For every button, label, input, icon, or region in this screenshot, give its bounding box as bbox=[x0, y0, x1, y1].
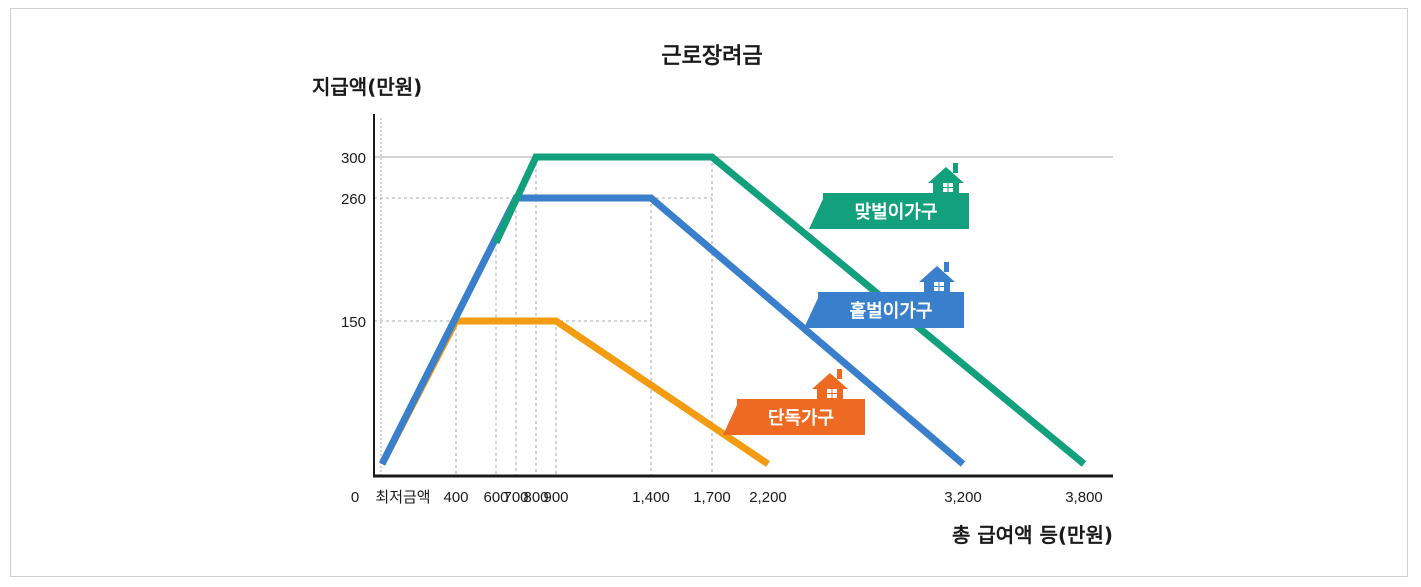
x-tick-label-2200: 2,200 bbox=[749, 489, 787, 506]
house-icon bbox=[812, 369, 848, 401]
series-label-1: 홑벌이가구 bbox=[804, 262, 964, 328]
series-line-1 bbox=[378, 194, 966, 467]
series-label-text-0: 단독가구 bbox=[768, 408, 834, 429]
x-tick-label-1700: 1,700 bbox=[693, 489, 731, 506]
x-tick-label-1400: 1,400 bbox=[632, 489, 670, 506]
house-icon bbox=[928, 163, 964, 195]
y-tick-label-300: 300 bbox=[341, 150, 366, 167]
series-label-text-1: 홑벌이가구 bbox=[850, 300, 933, 322]
origin-label: 0 bbox=[351, 489, 359, 506]
series-label-2: 맞벌이가구 bbox=[809, 163, 969, 229]
x-tick-label-3800: 3,800 bbox=[1065, 489, 1103, 506]
series-label-text-2: 맞벌이가구 bbox=[855, 202, 938, 223]
x-tick-label-700: 700 bbox=[503, 489, 528, 506]
x-tick-label-400: 400 bbox=[443, 489, 468, 506]
series-label-0: 단독가구 bbox=[723, 369, 865, 435]
house-icon bbox=[919, 262, 955, 294]
x-tick-label-800: 800 bbox=[523, 489, 548, 506]
x-tick-label-3200: 3,200 bbox=[944, 489, 982, 506]
x-tick-label-600: 600 bbox=[483, 489, 508, 506]
chart-frame bbox=[10, 8, 1408, 577]
chart-title: 근로장려금 bbox=[661, 44, 762, 69]
series-labels: 단독가구 홑벌이가구 맞벌이가구 bbox=[723, 163, 969, 435]
x-axis-title: 총 급여액 등(만원) bbox=[952, 523, 1113, 547]
x-tick-label-900: 900 bbox=[543, 489, 568, 506]
y-tick-label-150: 150 bbox=[341, 314, 366, 331]
y-axis-title: 지급액(만원) bbox=[312, 75, 422, 99]
x-tick-label-min: 최저금액 bbox=[375, 489, 430, 506]
axes bbox=[373, 114, 1113, 478]
y-tick-label-260: 260 bbox=[341, 191, 366, 208]
